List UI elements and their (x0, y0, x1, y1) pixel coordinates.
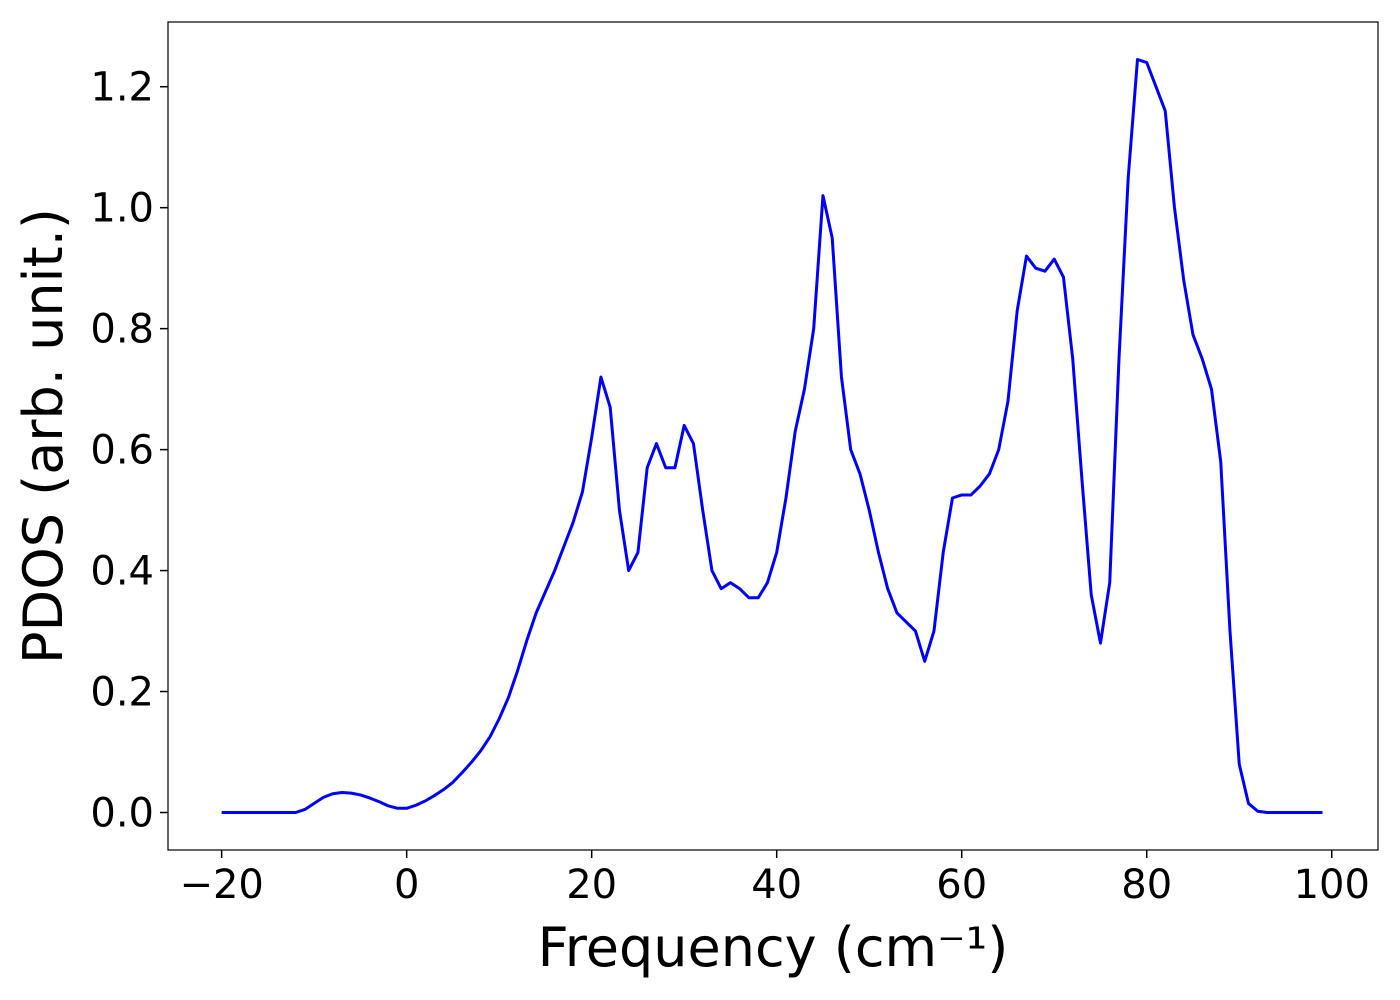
y-axis-label: PDOS (arb. unit.) (12, 208, 75, 664)
y-tick-label: 0.8 (90, 307, 154, 353)
y-tick-label: 1.0 (90, 186, 154, 232)
x-tick-label: 100 (1294, 862, 1370, 908)
x-tick-label: −20 (179, 862, 263, 908)
x-tick-label: 80 (1121, 862, 1172, 908)
x-axis-label: Frequency (cm⁻¹) (538, 916, 1009, 979)
y-tick-label: 0.0 (90, 791, 154, 837)
y-tick-label: 0.6 (90, 428, 154, 474)
y-tick-label: 0.2 (90, 670, 154, 716)
y-tick-label: 1.2 (90, 65, 154, 111)
x-tick-label: 20 (566, 862, 617, 908)
x-tick-label: 40 (751, 862, 802, 908)
data-line (221, 57, 1323, 815)
x-tick-label: 60 (936, 862, 987, 908)
y-tick-label: 0.4 (90, 549, 154, 595)
x-tick-label: 0 (394, 862, 419, 908)
plot-frame (167, 21, 1379, 851)
